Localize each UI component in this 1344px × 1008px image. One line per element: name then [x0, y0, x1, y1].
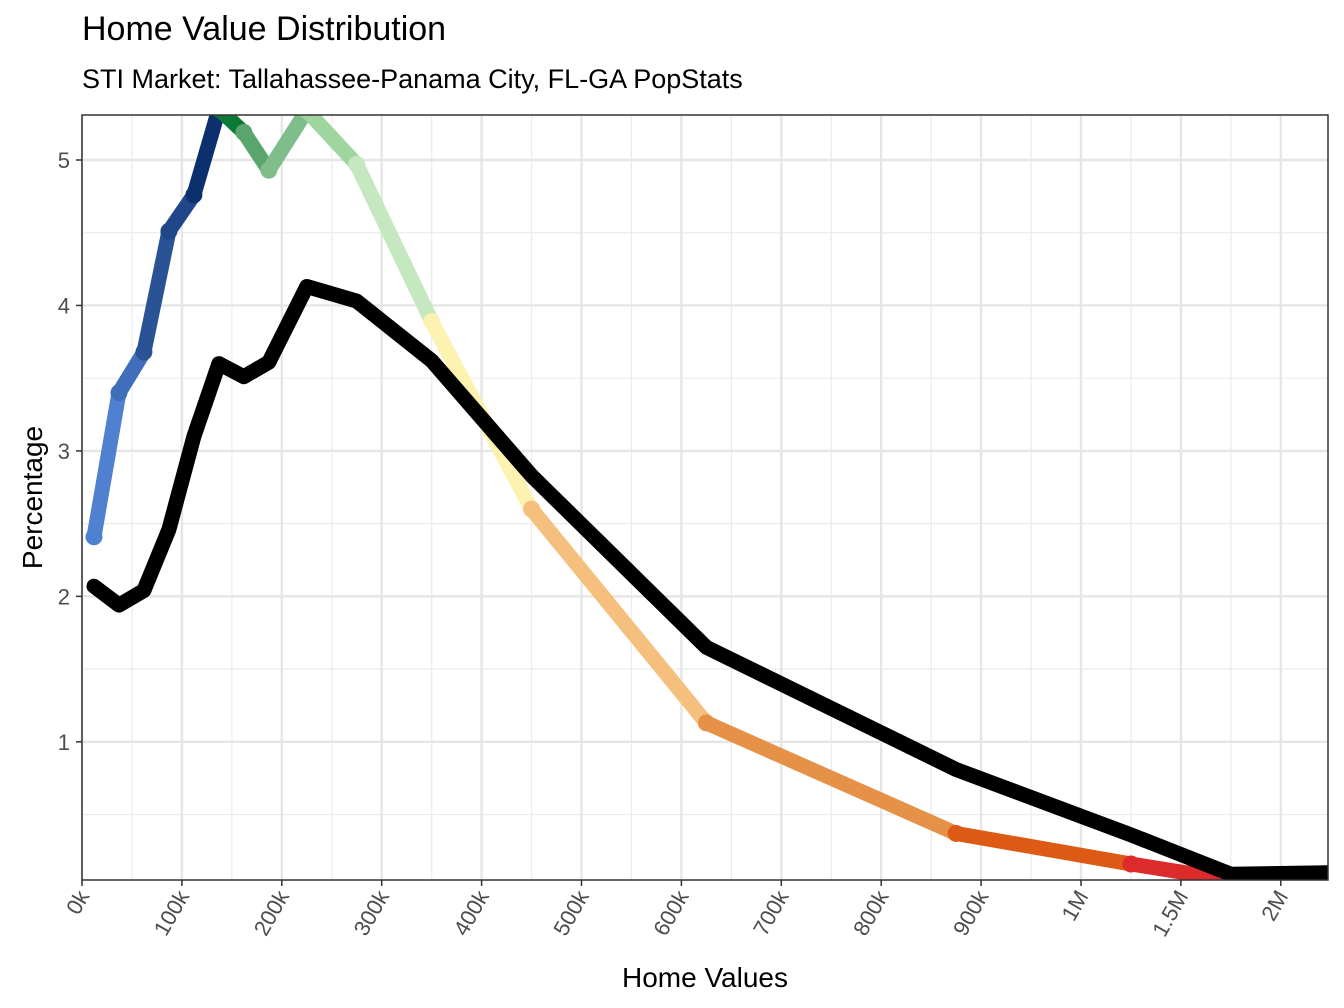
x-tick-label: 2M	[1256, 886, 1293, 925]
series-point-sti	[110, 384, 128, 402]
grid-major	[80, 115, 1328, 880]
y-tick-label: 1	[58, 730, 70, 755]
series-segment-sti	[186, 115, 225, 203]
series-point-sti	[348, 155, 366, 173]
series-point-sti	[947, 824, 965, 842]
series-segment-sti	[261, 115, 313, 178]
series-point-sti	[299, 115, 315, 120]
chart-subtitle: STI Market: Tallahassee-Panama City, FL-…	[82, 64, 743, 94]
series-point-sti	[185, 186, 203, 204]
series-point-sti	[260, 161, 278, 179]
y-tick-label: 2	[58, 584, 70, 609]
series-point-sti	[85, 528, 103, 546]
grid-minor	[82, 115, 1328, 880]
series-segment-sti	[698, 715, 964, 841]
series-segment-sti	[136, 223, 177, 360]
x-tick-label: 0k	[61, 885, 95, 918]
series-point-sti	[1122, 855, 1140, 873]
y-tick-label: 4	[58, 293, 70, 318]
x-tick-label: 1M	[1056, 886, 1093, 925]
x-tick-label: 1.5M	[1147, 886, 1193, 941]
series-point-sti	[523, 500, 541, 518]
x-tick-label: 900k	[948, 885, 994, 940]
series-point-sti	[160, 222, 178, 240]
series-point-sti	[423, 312, 441, 330]
series-point-sti	[235, 123, 253, 141]
x-tick-label: 800k	[848, 885, 894, 940]
series-segment-sti	[349, 156, 440, 329]
chart-title: Home Value Distribution	[82, 10, 447, 48]
y-tick-label: 5	[58, 148, 70, 173]
series-layer	[85, 115, 1328, 880]
series-segment-sti	[524, 501, 714, 731]
x-axis-title: Home Values	[622, 962, 788, 993]
x-tick-label: 100k	[149, 885, 195, 940]
x-tick-label: 300k	[349, 885, 395, 940]
series-point-sti	[697, 714, 715, 732]
series-segment-sti	[300, 115, 365, 172]
series-segment-sti	[86, 385, 127, 545]
plot-panel-border	[81, 114, 1329, 881]
series-line-popstats	[86, 279, 1328, 880]
x-tick-label: 700k	[748, 885, 794, 940]
series-point-sti	[135, 343, 153, 361]
x-tick-label: 500k	[548, 885, 594, 940]
series-segment-sti	[948, 825, 1139, 872]
x-tick-label: 200k	[249, 885, 295, 940]
x-tick-label: 600k	[648, 885, 694, 940]
y-axis-title: Percentage	[17, 426, 48, 569]
series-segment-sti	[1123, 856, 1239, 880]
x-tick-label: 400k	[448, 885, 494, 940]
y-tick-label: 3	[58, 439, 70, 464]
